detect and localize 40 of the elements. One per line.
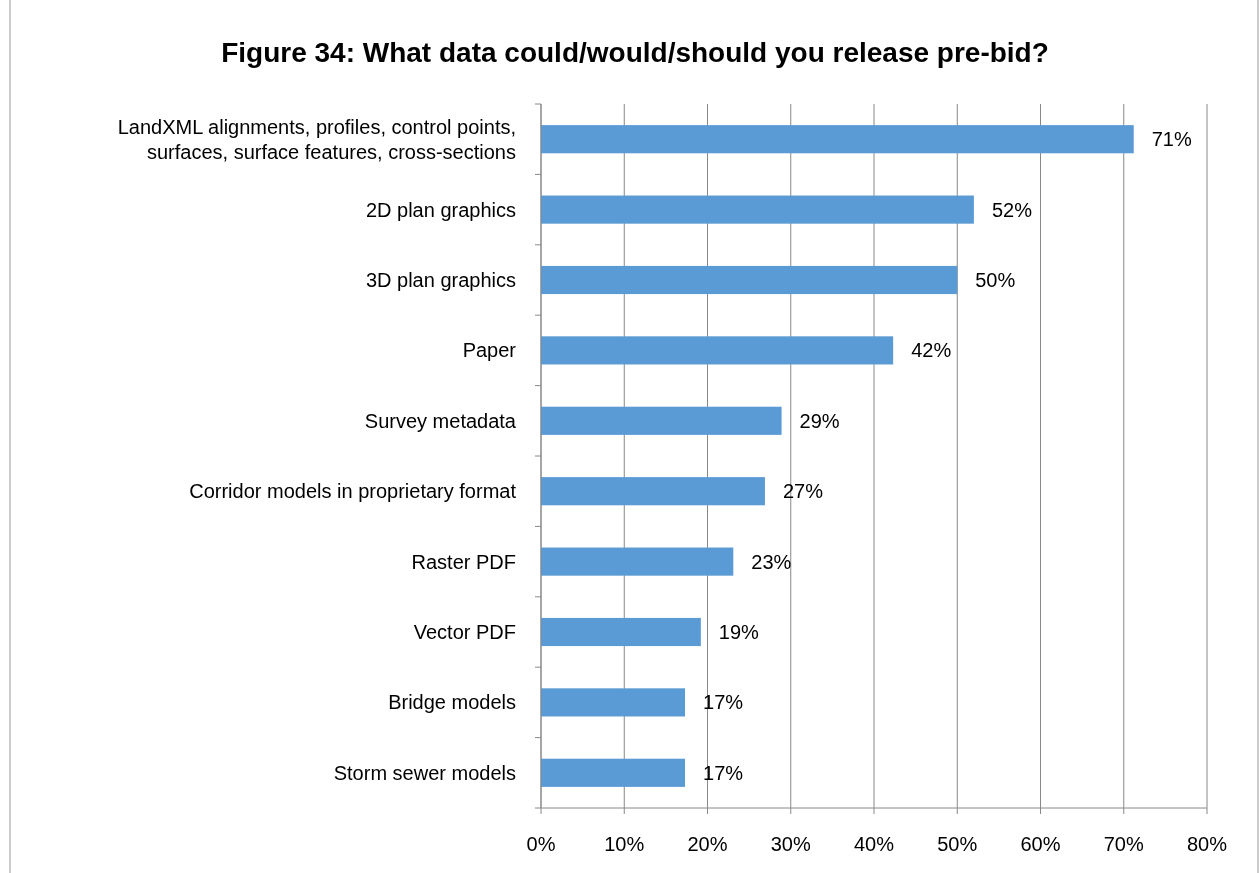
x-tick-label: 10%	[604, 833, 645, 855]
x-tick-label: 30%	[770, 833, 811, 855]
bar	[541, 758, 686, 787]
data-label: 71%	[1151, 128, 1192, 151]
data-label: 17%	[703, 691, 744, 714]
bar	[541, 336, 894, 365]
x-tick-label: 0%	[526, 833, 556, 855]
chart-title: Figure 34: What data could/would/should you release pre-bid?	[221, 37, 1049, 68]
bar	[541, 547, 734, 576]
y-tick-label: 3D plan graphics	[365, 269, 516, 291]
y-tick-label: 2D plan graphics	[365, 198, 516, 221]
y-tick-label: Vector PDF	[413, 621, 516, 643]
data-label: 50%	[975, 269, 1016, 291]
y-tick-label: Storm sewer models	[333, 761, 516, 784]
y-tick-label: Survey metadata	[364, 409, 517, 432]
data-label: 19%	[718, 621, 760, 643]
x-tick-label: 80%	[1186, 833, 1228, 855]
bar	[541, 125, 1134, 154]
x-tick-label: 70%	[1103, 833, 1144, 855]
bar	[541, 406, 782, 435]
bar	[541, 265, 958, 295]
bar	[541, 617, 701, 647]
y-tick-label: Raster PDF	[411, 550, 516, 573]
bar	[541, 477, 765, 506]
y-tick-label: Bridge models	[388, 691, 516, 714]
data-label: 27%	[782, 480, 824, 503]
bar	[541, 688, 686, 717]
y-tick-label: Corridor models in proprietary format	[189, 480, 517, 503]
x-tick-label: 20%	[687, 833, 728, 855]
data-label: 52%	[991, 198, 1033, 221]
x-tick-label: 50%	[937, 833, 978, 855]
bar	[541, 195, 974, 224]
data-label: 29%	[799, 409, 840, 432]
y-tick-label: Paper	[462, 339, 517, 362]
data-label: 42%	[911, 339, 952, 362]
data-label: 17%	[703, 761, 744, 784]
x-tick-label: 40%	[853, 833, 895, 855]
data-label: 23%	[751, 550, 792, 573]
x-tick-label: 60%	[1020, 833, 1061, 855]
y-tick-label: LandXML alignments, profiles, control points, surfaces, surface features, cross-sections	[117, 115, 516, 163]
